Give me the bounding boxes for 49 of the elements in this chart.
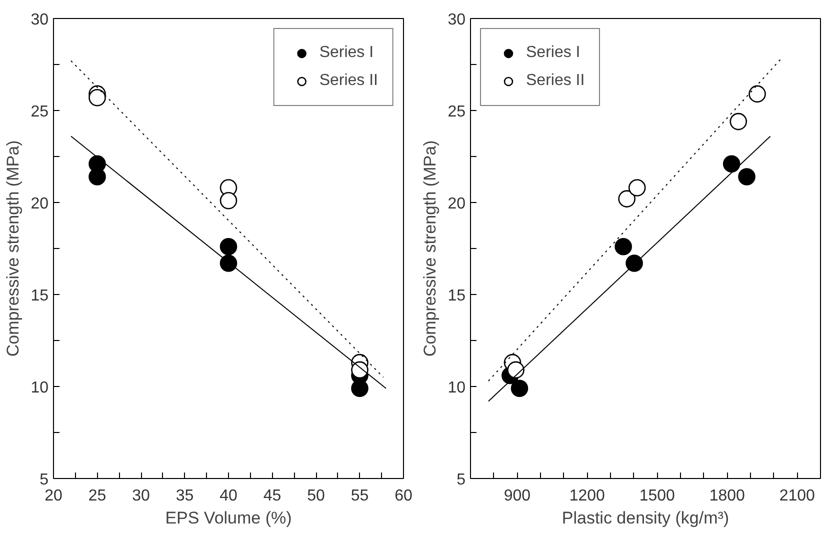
y-tick-label: 10: [448, 380, 466, 396]
point: [722, 155, 740, 172]
y-tick-label: 30: [30, 12, 49, 28]
y-axis-title: Compressive strength (MPa): [4, 140, 23, 357]
y-tick-label: 20: [30, 196, 49, 212]
y-axis-title: Compressive strength (MPa): [420, 140, 440, 357]
point: [88, 168, 106, 186]
y-tick-label: 25: [448, 104, 466, 120]
x-tick-label: 45: [263, 488, 282, 504]
point: [220, 254, 238, 272]
y-tick-label: 25: [30, 104, 49, 120]
point: [351, 361, 368, 379]
y-tick-label: 30: [448, 12, 466, 28]
point: [626, 254, 643, 272]
point: [730, 112, 748, 130]
x-axis-title: EPS Volume (%): [165, 508, 292, 528]
y-tick-label: 5: [456, 472, 466, 488]
legend-label: Series II: [319, 72, 378, 90]
x-tick-label: 2100: [779, 488, 816, 504]
point: [88, 88, 106, 106]
y-tick-label: 10: [30, 380, 49, 396]
x-tick-label: 900: [504, 488, 531, 504]
y-tick-label: 15: [30, 288, 49, 304]
x-tick-label: 1800: [709, 488, 746, 504]
x-tick-label: 25: [88, 488, 106, 504]
legend-label: Series I: [526, 44, 580, 62]
y-tick-label: 5: [40, 472, 49, 488]
legend-label: Series II: [526, 72, 585, 90]
point: [628, 179, 646, 196]
x-tick-label: 55: [350, 488, 369, 504]
x-tick-label: 60: [394, 488, 412, 504]
point: [738, 168, 756, 186]
legend-label: Series I: [319, 44, 374, 62]
point: [507, 361, 524, 379]
point: [614, 238, 632, 256]
x-tick-label: 40: [220, 488, 238, 504]
y-tick-label: 15: [448, 288, 466, 304]
x-tick-label: 1500: [639, 488, 676, 504]
point: [510, 380, 528, 397]
point: [220, 192, 238, 210]
x-tick-label: 20: [44, 488, 62, 504]
point: [748, 85, 766, 103]
x-tick-label: 35: [176, 488, 194, 504]
point: [220, 238, 238, 256]
y-tick-label: 20: [448, 196, 466, 212]
x-tick-label: 1200: [569, 488, 606, 504]
x-axis-title: Plastic density (kg/m³): [562, 508, 730, 528]
x-tick-label: 30: [132, 488, 150, 504]
x-tick-label: 50: [307, 488, 325, 504]
